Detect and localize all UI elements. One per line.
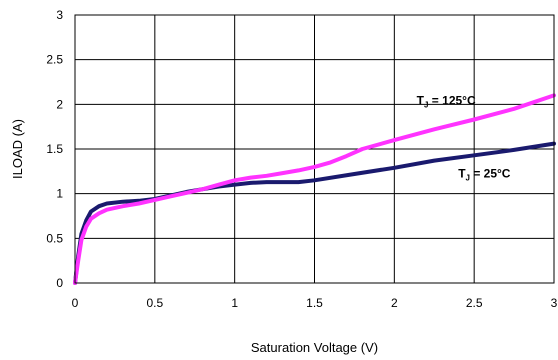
series-layer bbox=[73, 93, 556, 285]
y-tick-label: 0 bbox=[56, 276, 63, 290]
y-tick-label: 2 bbox=[56, 97, 63, 111]
y-tick-label: 0.5 bbox=[46, 231, 63, 245]
y-axis-title: ILOAD (A) bbox=[10, 119, 25, 179]
x-tick-labels: 0 0.5 1 1.5 2 2.5 3 bbox=[72, 296, 558, 310]
annotation-layer: TJ = 125°C TJ = 25°C bbox=[417, 93, 511, 182]
y-tick-label: 3 bbox=[56, 8, 63, 22]
x-tick-label: 0 bbox=[72, 296, 79, 310]
x-tick-label: 0.5 bbox=[146, 296, 163, 310]
x-tick-label: 3 bbox=[551, 296, 558, 310]
x-tick-label: 1.5 bbox=[306, 296, 323, 310]
x-axis-title: Saturation Voltage (V) bbox=[251, 340, 378, 355]
y-tick-label: 1 bbox=[56, 187, 63, 201]
y-tick-label: 2.5 bbox=[46, 53, 63, 67]
series-line-tj-125c bbox=[73, 93, 556, 285]
x-tick-label: 2.5 bbox=[466, 296, 483, 310]
series-annotation: TJ = 125°C bbox=[417, 93, 476, 109]
y-tick-labels: 0 0.5 1 1.5 2 2.5 3 bbox=[46, 8, 63, 290]
x-tick-label: 1 bbox=[231, 296, 238, 310]
plot-frame bbox=[74, 14, 555, 284]
y-tick-label: 1.5 bbox=[46, 142, 63, 156]
x-tick-label: 2 bbox=[391, 296, 398, 310]
series-annotation: TJ = 25°C bbox=[458, 167, 511, 183]
grid bbox=[74, 14, 555, 284]
